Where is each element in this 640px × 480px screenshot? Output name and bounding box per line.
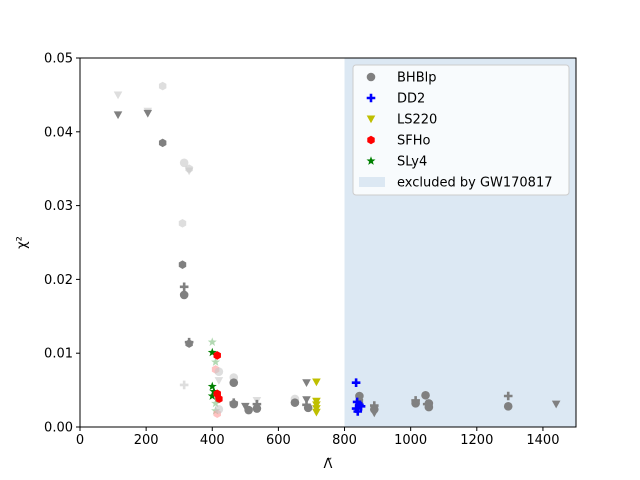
- x-tick-label: 200: [134, 433, 159, 448]
- data-point: [179, 282, 189, 292]
- y-tick-label: 0.00: [44, 421, 73, 436]
- data-point: [143, 109, 153, 118]
- y-tick-label: 0.05: [44, 52, 73, 67]
- data-point: [411, 399, 420, 408]
- data-point: [113, 91, 123, 100]
- legend-marker: [366, 72, 376, 82]
- data-point: [312, 378, 321, 387]
- data-point: [302, 396, 311, 404]
- legend-marker: [366, 93, 376, 103]
- data-point: [503, 391, 513, 401]
- data-point: [356, 402, 366, 411]
- x-axis-label: Λ̃: [324, 457, 333, 472]
- data-point: [302, 379, 311, 388]
- x-tick-label: 400: [200, 433, 225, 448]
- data-point: [179, 158, 189, 168]
- legend: BHBlp DD2 LS220 SFHo SLy4 excluded by GW17081…: [352, 64, 570, 196]
- data-point: [351, 378, 361, 388]
- data-point: [424, 399, 434, 408]
- y-axis-label: χ²: [15, 236, 30, 249]
- data-point: [207, 337, 217, 346]
- data-point: [158, 81, 167, 91]
- x-tick-label: 0: [76, 433, 84, 448]
- data-point: [303, 403, 313, 413]
- data-point: [214, 367, 224, 376]
- legend-label: LS220: [397, 113, 437, 128]
- data-point: [353, 407, 363, 416]
- axis-ticks: 0 200 400 600 800 1000 1200 1400 0.00 0.01 0.02 0.0…: [44, 52, 559, 449]
- data-point: [215, 394, 223, 404]
- data-point: [113, 111, 123, 120]
- data-point: [229, 399, 239, 409]
- data-point: [209, 386, 219, 396]
- legend-label: excluded by GW170817: [397, 176, 553, 191]
- legend-box: [352, 64, 570, 196]
- axes-frame: [79, 57, 577, 428]
- data-point: [178, 219, 187, 228]
- legend-marker: [367, 135, 375, 145]
- data-point: [185, 339, 193, 348]
- legend-label: DD2: [397, 92, 425, 107]
- data-point: [252, 404, 262, 413]
- y-tick-label: 0.02: [44, 273, 73, 288]
- data-point: [503, 402, 513, 411]
- y-tick-label: 0.03: [44, 199, 73, 214]
- data-point: [184, 167, 194, 176]
- x-tick-label: 800: [332, 433, 357, 448]
- data-point: [290, 398, 300, 407]
- data-point: [179, 380, 189, 390]
- legend-label: SLy4: [397, 155, 427, 170]
- data-point: [178, 260, 187, 269]
- data-point: [421, 390, 430, 400]
- data-point: [179, 290, 189, 300]
- data-point: [369, 409, 379, 418]
- x-tick-label: 600: [266, 433, 291, 448]
- data-point: [207, 381, 217, 391]
- legend-marker: [366, 115, 376, 124]
- data-point: [312, 408, 321, 417]
- data-point: [211, 357, 221, 366]
- x-tick-label: 1200: [460, 433, 493, 448]
- data-points: [113, 81, 561, 419]
- data-point: [213, 351, 221, 360]
- data-point: [211, 398, 221, 408]
- x-tick-label: 1400: [526, 433, 559, 448]
- data-point: [551, 400, 561, 409]
- legend-label: BHBlp: [397, 71, 436, 86]
- data-point: [207, 391, 217, 400]
- y-tick-label: 0.04: [44, 125, 73, 140]
- y-tick-label: 0.01: [44, 347, 73, 362]
- legend-marker: [366, 156, 376, 165]
- x-tick-label: 1000: [394, 433, 427, 448]
- data-point: [214, 377, 224, 385]
- data-point: [229, 378, 239, 388]
- data-point: [207, 347, 217, 357]
- data-point: [158, 138, 167, 148]
- data-point: [244, 405, 253, 415]
- legend-excluded-swatch: [359, 177, 385, 187]
- legend-label: SFHo: [397, 134, 431, 149]
- data-point: [214, 404, 224, 414]
- data-point: [241, 402, 250, 411]
